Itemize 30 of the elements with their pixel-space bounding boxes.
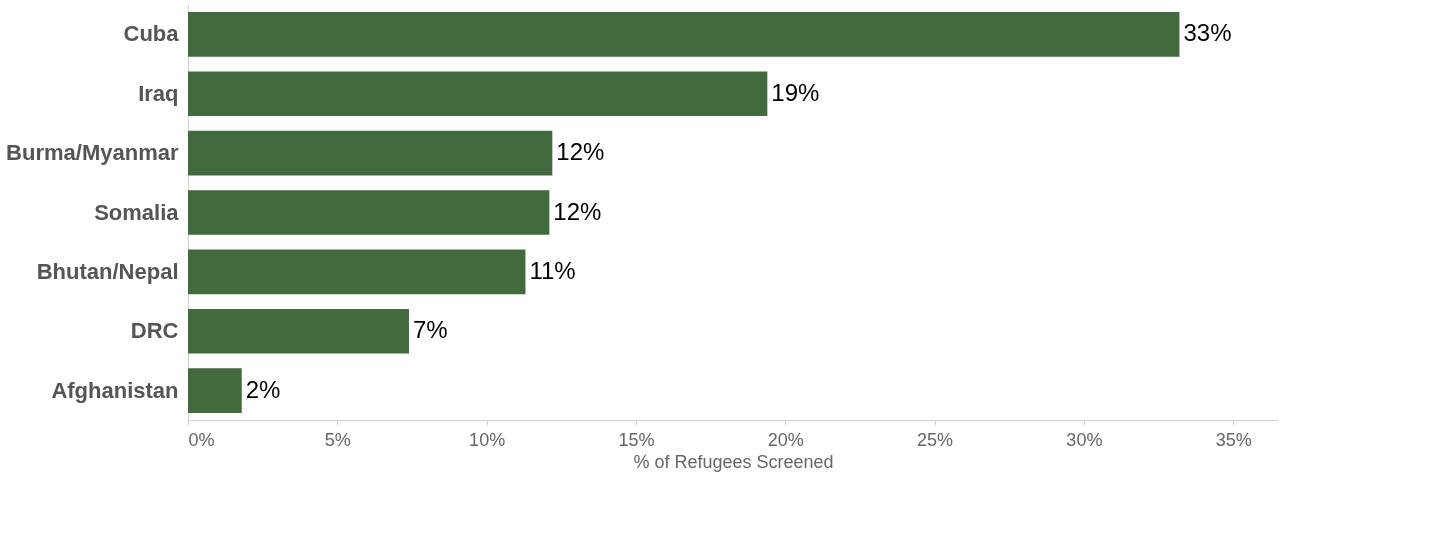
data-label: 7% (412, 316, 448, 344)
data-label: 19% (771, 78, 820, 106)
data-label: 2% (245, 375, 281, 403)
y-tick-label: Somalia (94, 199, 180, 225)
x-tick-label: 20% (767, 429, 804, 450)
data-label: 12% (556, 138, 605, 166)
data-label: 33% (1183, 19, 1232, 47)
data-label: 12% (553, 197, 602, 225)
bar (188, 190, 550, 235)
bar (188, 308, 409, 354)
data-label: 11% (529, 256, 576, 284)
x-tick-label: 30% (1066, 429, 1103, 450)
x-tick-label: 0% (188, 429, 215, 450)
bar (188, 71, 768, 117)
y-tick-label: Afghanistan (51, 377, 179, 403)
y-tick-label: Bhutan/Nepal (36, 258, 179, 284)
y-tick-label: DRC (130, 318, 179, 344)
y-tick-label: Iraq (138, 80, 179, 106)
y-tick-label: Cuba (123, 21, 180, 47)
x-tick-label: 35% (1215, 429, 1252, 450)
x-tick-label: 5% (324, 429, 351, 450)
bar (188, 12, 1180, 57)
x-axis-title: % of Refugees Screened (633, 451, 834, 472)
bar (188, 368, 242, 413)
x-tick-label: 25% (917, 429, 954, 450)
x-tick-label: 10% (469, 429, 506, 450)
y-tick-label: Burma/Myanmar (6, 140, 179, 166)
bar (188, 249, 526, 295)
x-tick-label: 15% (618, 429, 655, 450)
bar (188, 130, 553, 176)
